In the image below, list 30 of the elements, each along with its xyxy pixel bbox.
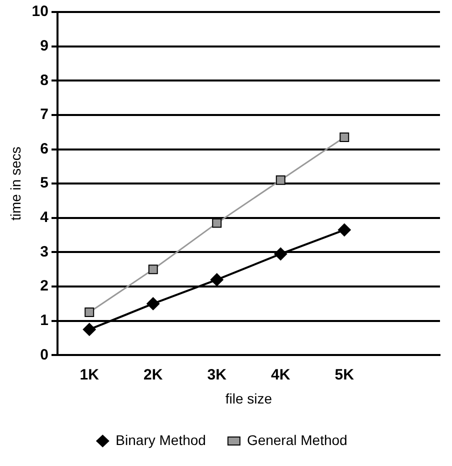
point — [274, 247, 288, 260]
point — [82, 322, 96, 336]
point — [338, 223, 351, 236]
y-tick-label: 1 — [40, 312, 48, 330]
y-tick-label: 0 — [40, 346, 48, 364]
y-tick-label: 2 — [40, 278, 48, 295]
y-tick-label: 5 — [40, 174, 48, 192]
point — [148, 264, 158, 274]
point — [146, 297, 160, 310]
y-tick-label: 3 — [40, 243, 48, 260]
y-tick-label: 6 — [40, 140, 48, 158]
point — [276, 175, 286, 185]
y-tick-label: 7 — [40, 106, 48, 124]
point — [340, 132, 350, 142]
y-tick-label: 10 — [32, 3, 48, 20]
point — [210, 273, 224, 286]
legend-label: Binary Method — [116, 432, 206, 448]
x-tick-label: 1K — [80, 366, 100, 384]
point — [84, 308, 94, 318]
y-tick-label: 9 — [40, 37, 48, 54]
y-tick-label: 4 — [40, 209, 50, 226]
x-tick-label: 4K — [271, 366, 290, 384]
x-tick-label: 5K — [334, 366, 354, 384]
x-tick-label: 2K — [144, 366, 163, 384]
x-tick-label: 3K — [207, 366, 227, 384]
legend-label: General Method — [246, 432, 348, 448]
y-tick-label: 8 — [40, 72, 48, 89]
y-axis-title: time in secs — [7, 146, 24, 221]
x-axis-title: file size — [225, 390, 272, 406]
point — [212, 218, 222, 228]
